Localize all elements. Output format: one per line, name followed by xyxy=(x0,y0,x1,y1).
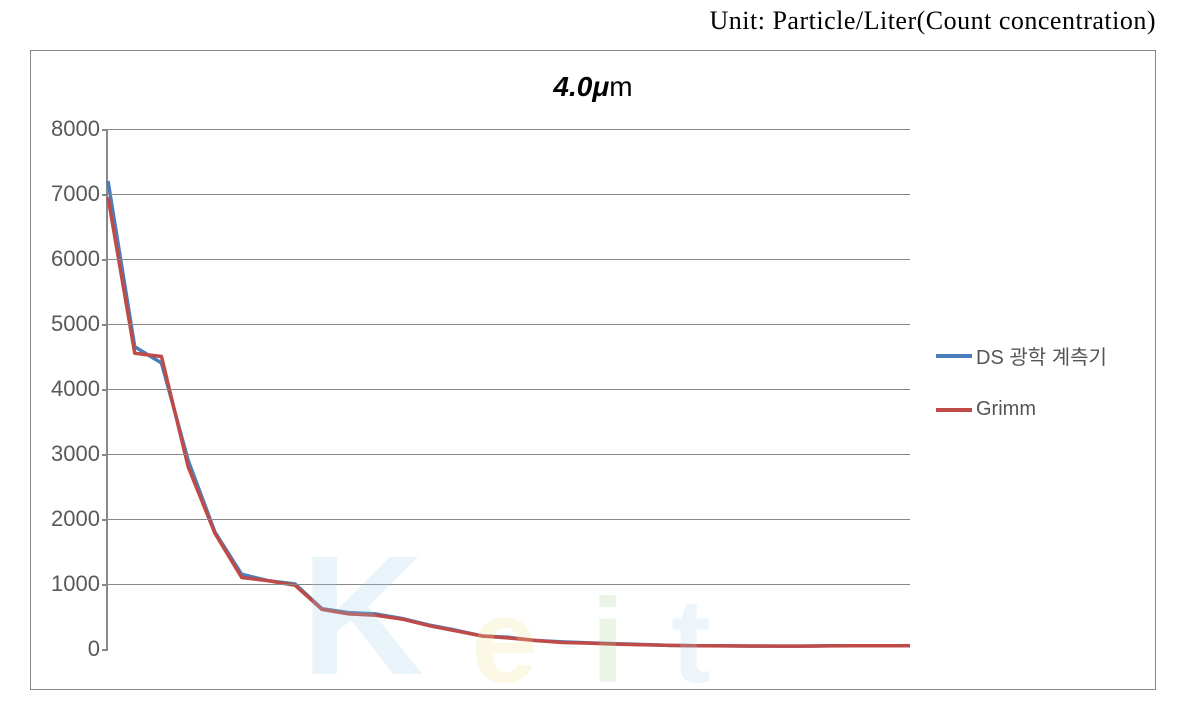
y-tick-label: 4000 xyxy=(51,376,108,402)
legend-swatch xyxy=(936,354,972,358)
gridline xyxy=(108,129,910,130)
gridline xyxy=(108,454,910,455)
y-tick-label: 3000 xyxy=(51,441,108,467)
legend-item: DS 광학 계측기 xyxy=(936,341,1107,370)
y-tick-label: 0 xyxy=(88,636,108,662)
series-line xyxy=(108,181,910,646)
gridline xyxy=(108,194,910,195)
chart-title-m: m xyxy=(609,71,632,102)
gridline xyxy=(108,259,910,260)
y-tick-label: 7000 xyxy=(51,181,108,207)
legend-swatch xyxy=(936,408,972,412)
y-tick-label: 6000 xyxy=(51,246,108,272)
plot-area: 010002000300040005000600070008000 xyxy=(106,129,910,649)
gridline xyxy=(108,389,910,390)
unit-label: Unit: Particle/Liter(Count concentration… xyxy=(710,6,1156,36)
chart-title-mu: μ xyxy=(592,71,609,102)
legend-label: Grimm xyxy=(976,398,1036,421)
legend-item: Grimm xyxy=(936,398,1107,421)
chart-container: 4.0μm 010002000300040005000600070008000 … xyxy=(30,50,1156,690)
y-tick-label: 1000 xyxy=(51,571,108,597)
series-line xyxy=(108,197,910,646)
gridline xyxy=(108,519,910,520)
y-tick-label: 5000 xyxy=(51,311,108,337)
chart-title-value: 4.0 xyxy=(553,71,592,102)
gridline xyxy=(108,584,910,585)
legend: DS 광학 계측기 Grimm xyxy=(936,341,1107,449)
gridline xyxy=(108,324,910,325)
y-tick-label: 2000 xyxy=(51,506,108,532)
legend-label: DS 광학 계측기 xyxy=(976,341,1107,370)
chart-title: 4.0μm xyxy=(31,71,1155,103)
y-tick-label: 8000 xyxy=(51,116,108,142)
